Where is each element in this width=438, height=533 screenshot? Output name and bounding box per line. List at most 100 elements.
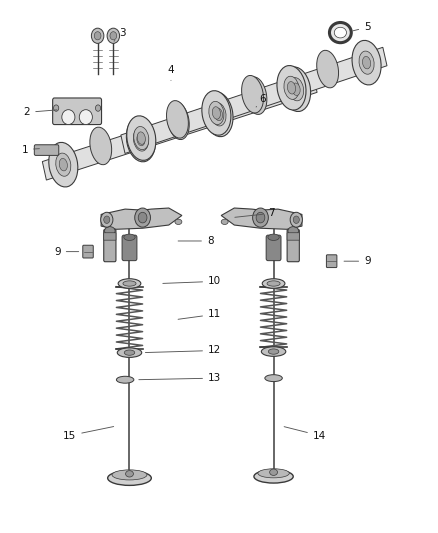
Ellipse shape bbox=[127, 117, 155, 162]
Circle shape bbox=[110, 31, 117, 40]
Ellipse shape bbox=[221, 219, 228, 224]
Polygon shape bbox=[42, 74, 317, 180]
Ellipse shape bbox=[329, 22, 351, 43]
Ellipse shape bbox=[262, 279, 285, 288]
Circle shape bbox=[253, 208, 268, 227]
Ellipse shape bbox=[212, 107, 220, 119]
Ellipse shape bbox=[108, 471, 151, 486]
Ellipse shape bbox=[123, 281, 136, 286]
FancyBboxPatch shape bbox=[34, 145, 59, 156]
Circle shape bbox=[104, 216, 110, 223]
Ellipse shape bbox=[209, 101, 224, 125]
Circle shape bbox=[94, 31, 101, 40]
Text: 9: 9 bbox=[54, 247, 79, 256]
Polygon shape bbox=[221, 208, 302, 229]
Ellipse shape bbox=[126, 471, 134, 477]
Polygon shape bbox=[121, 47, 387, 154]
FancyBboxPatch shape bbox=[53, 98, 102, 125]
Circle shape bbox=[107, 28, 120, 43]
Text: 8: 8 bbox=[178, 236, 214, 246]
Circle shape bbox=[290, 212, 302, 227]
Text: 4: 4 bbox=[168, 65, 174, 80]
Text: 10: 10 bbox=[163, 277, 221, 286]
Text: 13: 13 bbox=[139, 373, 221, 383]
Ellipse shape bbox=[258, 469, 289, 478]
FancyBboxPatch shape bbox=[266, 235, 281, 261]
Text: 5: 5 bbox=[353, 22, 371, 33]
Ellipse shape bbox=[166, 101, 188, 138]
Ellipse shape bbox=[215, 108, 223, 120]
Ellipse shape bbox=[270, 469, 278, 475]
Text: 11: 11 bbox=[178, 309, 221, 319]
Ellipse shape bbox=[211, 103, 226, 126]
Ellipse shape bbox=[202, 91, 231, 135]
Ellipse shape bbox=[268, 349, 279, 354]
FancyBboxPatch shape bbox=[104, 233, 116, 240]
Ellipse shape bbox=[292, 83, 300, 95]
Ellipse shape bbox=[175, 219, 182, 224]
Circle shape bbox=[53, 105, 59, 111]
Ellipse shape bbox=[268, 234, 279, 240]
FancyBboxPatch shape bbox=[287, 229, 299, 262]
Ellipse shape bbox=[133, 128, 148, 151]
Ellipse shape bbox=[261, 347, 286, 357]
Ellipse shape bbox=[112, 470, 147, 480]
Ellipse shape bbox=[204, 92, 233, 136]
Ellipse shape bbox=[287, 82, 296, 94]
Circle shape bbox=[95, 105, 101, 111]
Ellipse shape bbox=[317, 50, 339, 88]
Text: 15: 15 bbox=[63, 426, 114, 441]
Circle shape bbox=[135, 208, 150, 227]
Text: 7: 7 bbox=[235, 208, 275, 219]
Circle shape bbox=[101, 212, 113, 227]
Ellipse shape bbox=[359, 51, 374, 74]
Circle shape bbox=[92, 28, 104, 43]
Text: 1: 1 bbox=[21, 144, 39, 155]
Circle shape bbox=[138, 212, 147, 223]
Ellipse shape bbox=[90, 127, 112, 165]
Ellipse shape bbox=[167, 102, 189, 140]
Ellipse shape bbox=[289, 78, 304, 101]
Ellipse shape bbox=[254, 470, 293, 483]
Ellipse shape bbox=[282, 67, 311, 111]
Ellipse shape bbox=[49, 142, 78, 187]
Ellipse shape bbox=[242, 76, 264, 113]
Ellipse shape bbox=[56, 153, 71, 176]
FancyBboxPatch shape bbox=[287, 233, 299, 240]
Ellipse shape bbox=[134, 126, 149, 150]
Ellipse shape bbox=[105, 227, 115, 235]
Polygon shape bbox=[101, 208, 182, 229]
Text: 3: 3 bbox=[114, 28, 126, 41]
Ellipse shape bbox=[288, 227, 299, 235]
Ellipse shape bbox=[62, 110, 75, 125]
Text: 14: 14 bbox=[284, 426, 326, 441]
Ellipse shape bbox=[363, 56, 371, 69]
Ellipse shape bbox=[124, 350, 135, 356]
Ellipse shape bbox=[284, 76, 299, 99]
FancyBboxPatch shape bbox=[122, 235, 137, 261]
Ellipse shape bbox=[117, 348, 142, 358]
Text: 6: 6 bbox=[256, 94, 266, 107]
Ellipse shape bbox=[124, 234, 135, 240]
Ellipse shape bbox=[352, 41, 381, 85]
Ellipse shape bbox=[334, 27, 346, 38]
Ellipse shape bbox=[59, 158, 67, 171]
FancyBboxPatch shape bbox=[104, 229, 116, 262]
Ellipse shape bbox=[118, 279, 141, 288]
Ellipse shape bbox=[79, 110, 92, 125]
Circle shape bbox=[256, 212, 265, 223]
Ellipse shape bbox=[117, 376, 134, 383]
Ellipse shape bbox=[265, 375, 283, 382]
Text: 12: 12 bbox=[145, 345, 221, 356]
Ellipse shape bbox=[245, 77, 267, 115]
Circle shape bbox=[293, 216, 299, 223]
Ellipse shape bbox=[127, 116, 156, 160]
FancyBboxPatch shape bbox=[83, 245, 93, 258]
Ellipse shape bbox=[137, 132, 145, 144]
FancyBboxPatch shape bbox=[326, 255, 337, 268]
Text: 2: 2 bbox=[24, 107, 57, 117]
Ellipse shape bbox=[137, 133, 145, 146]
Text: 9: 9 bbox=[344, 256, 371, 266]
Ellipse shape bbox=[277, 66, 306, 110]
Ellipse shape bbox=[267, 281, 280, 286]
